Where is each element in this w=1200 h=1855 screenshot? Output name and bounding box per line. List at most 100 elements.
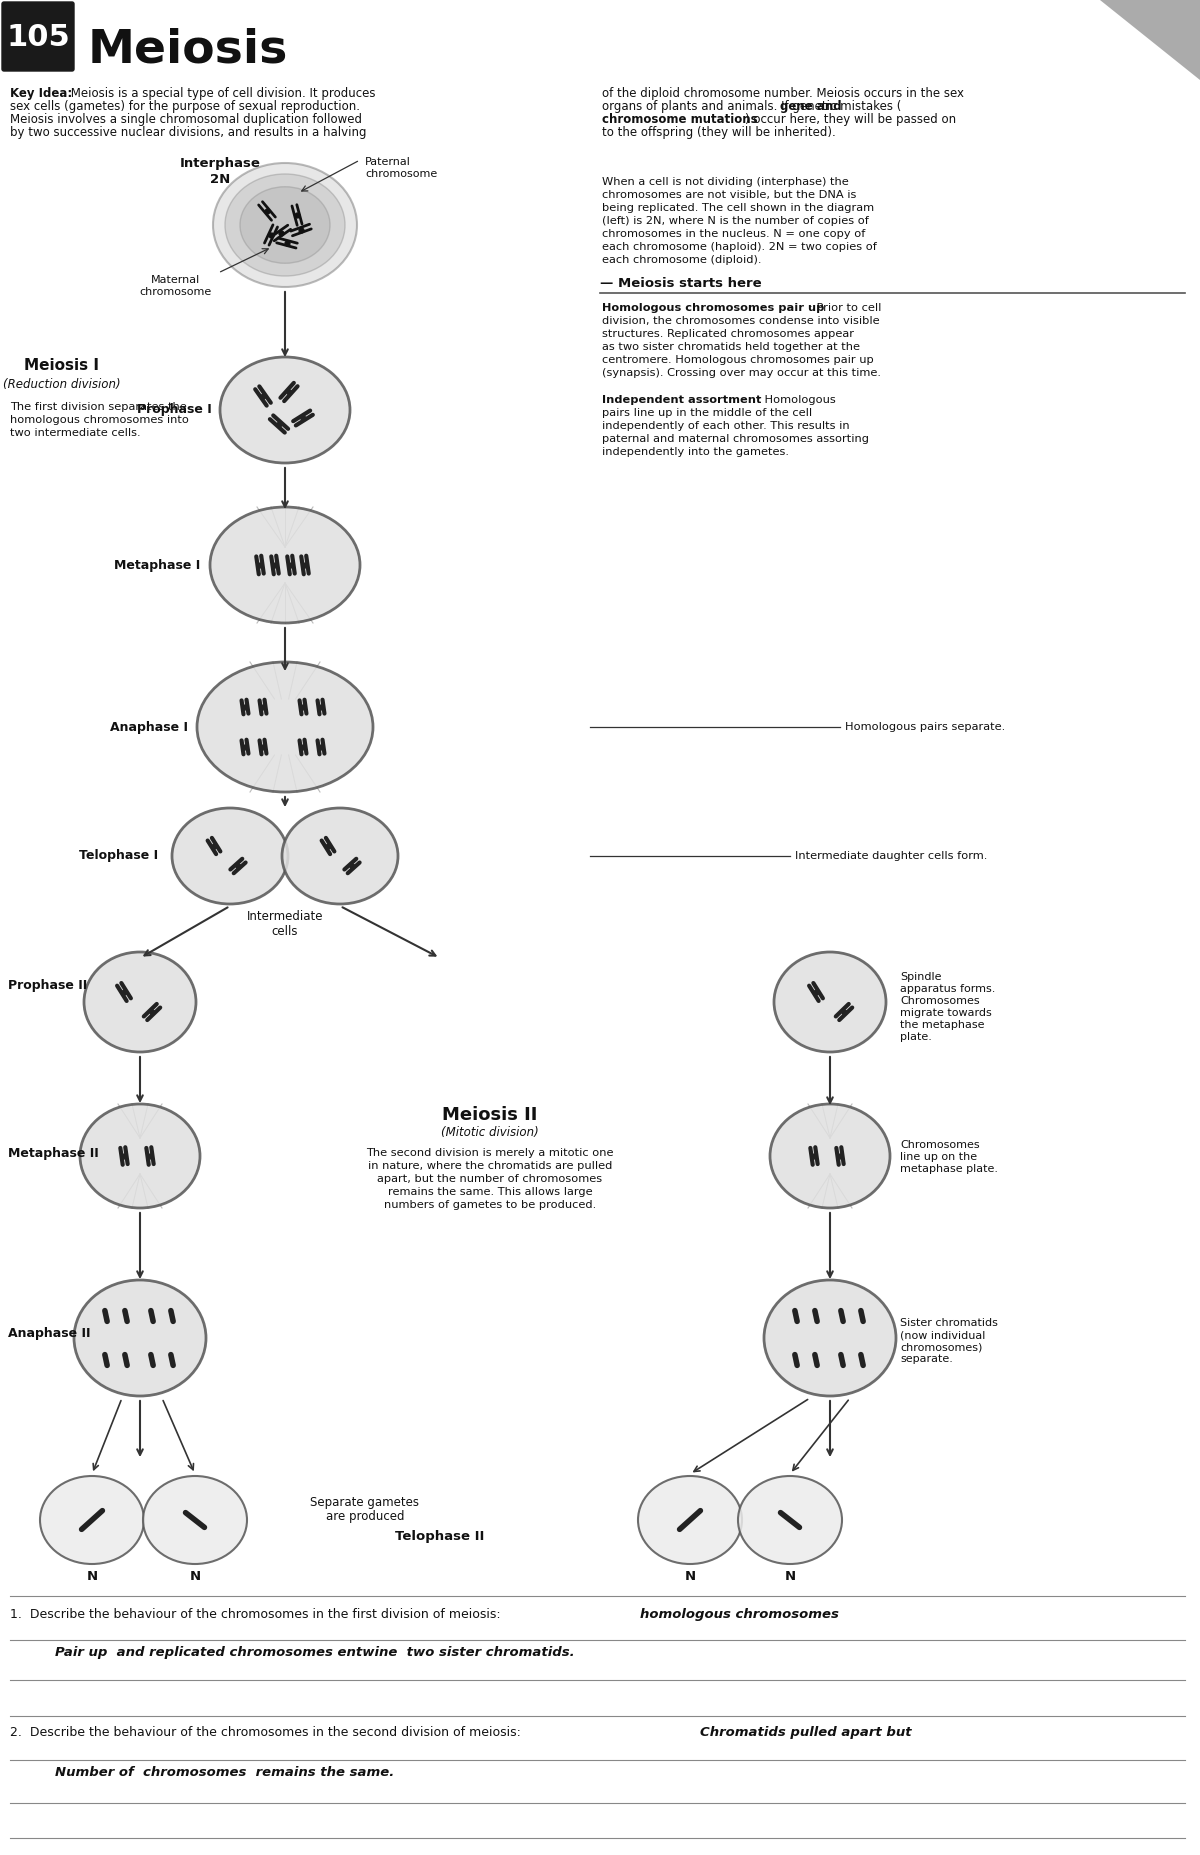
Text: Meiosis: Meiosis	[88, 28, 288, 72]
Text: Metaphase II: Metaphase II	[8, 1146, 98, 1159]
Text: to the offspring (they will be inherited).: to the offspring (they will be inherited…	[602, 126, 835, 139]
Ellipse shape	[764, 1280, 896, 1397]
Text: metaphase plate.: metaphase plate.	[900, 1163, 998, 1174]
Text: migrate towards: migrate towards	[900, 1007, 991, 1018]
Text: homologous chromosomes into: homologous chromosomes into	[10, 416, 188, 425]
Text: When a cell is not dividing (interphase) the: When a cell is not dividing (interphase)…	[602, 176, 848, 187]
Text: Meiosis II: Meiosis II	[443, 1106, 538, 1124]
Text: Chromosomes: Chromosomes	[900, 996, 979, 1005]
Text: line up on the: line up on the	[900, 1152, 977, 1161]
Text: chromosomes are not visible, but the DNA is: chromosomes are not visible, but the DNA…	[602, 189, 857, 200]
Text: Pair up  and replicated chromosomes entwine  two sister chromatids.: Pair up and replicated chromosomes entwi…	[55, 1645, 575, 1658]
Text: Spindle: Spindle	[900, 972, 942, 981]
Text: (Reduction division): (Reduction division)	[4, 378, 121, 391]
Text: structures. Replicated chromosomes appear: structures. Replicated chromosomes appea…	[602, 328, 854, 339]
Text: paternal and maternal chromosomes assorting: paternal and maternal chromosomes assort…	[602, 434, 869, 443]
Ellipse shape	[220, 356, 350, 464]
Text: Independent assortment: Independent assortment	[602, 395, 761, 404]
Text: organs of plants and animals. If genetic mistakes (: organs of plants and animals. If genetic…	[602, 100, 901, 113]
Text: chromosomes): chromosomes)	[900, 1341, 983, 1352]
Text: sex cells (gametes) for the purpose of sexual reproduction.: sex cells (gametes) for the purpose of s…	[10, 100, 360, 113]
Text: The second division is merely a mitotic one: The second division is merely a mitotic …	[366, 1148, 613, 1158]
Text: : Prior to cell: : Prior to cell	[809, 302, 881, 313]
Text: N: N	[785, 1569, 796, 1582]
Text: (synapsis). Crossing over may occur at this time.: (synapsis). Crossing over may occur at t…	[602, 367, 881, 378]
Text: — Meiosis starts here: — Meiosis starts here	[600, 276, 762, 289]
Ellipse shape	[774, 952, 886, 1052]
Ellipse shape	[210, 506, 360, 623]
Text: each chromosome (diploid).: each chromosome (diploid).	[602, 254, 762, 265]
Text: by two successive nuclear divisions, and results in a halving: by two successive nuclear divisions, and…	[10, 126, 366, 139]
Text: The first division separates the: The first division separates the	[10, 403, 187, 412]
Text: the metaphase: the metaphase	[900, 1020, 984, 1030]
Text: 2.  Describe the behaviour of the chromosomes in the second division of meiosis:: 2. Describe the behaviour of the chromos…	[10, 1725, 521, 1738]
Text: : Homologous: : Homologous	[757, 395, 835, 404]
Text: (left) is 2N, where N is the number of copies of: (left) is 2N, where N is the number of c…	[602, 215, 869, 226]
Text: Interphase: Interphase	[180, 158, 260, 171]
Text: N: N	[86, 1569, 97, 1582]
Text: Paternal
chromosome: Paternal chromosome	[365, 158, 437, 178]
Ellipse shape	[282, 809, 398, 903]
Text: remains the same. This allows large: remains the same. This allows large	[388, 1187, 593, 1196]
Text: two intermediate cells.: two intermediate cells.	[10, 429, 140, 438]
Text: each chromosome (haploid). 2N = two copies of: each chromosome (haploid). 2N = two copi…	[602, 241, 877, 252]
Text: 2N: 2N	[210, 173, 230, 186]
Text: Number of  chromosomes  remains the same.: Number of chromosomes remains the same.	[55, 1766, 395, 1779]
Text: Metaphase I: Metaphase I	[114, 558, 200, 571]
Ellipse shape	[74, 1280, 206, 1397]
Ellipse shape	[197, 662, 373, 792]
Text: apart, but the number of chromosomes: apart, but the number of chromosomes	[378, 1174, 602, 1183]
Ellipse shape	[143, 1477, 247, 1564]
Text: Chromatids pulled apart but: Chromatids pulled apart but	[700, 1725, 912, 1738]
Ellipse shape	[738, 1477, 842, 1564]
Text: Maternal
chromosome: Maternal chromosome	[139, 275, 211, 297]
Text: centromere. Homologous chromosomes pair up: centromere. Homologous chromosomes pair …	[602, 354, 874, 365]
Text: Telophase II: Telophase II	[395, 1530, 485, 1543]
Text: Telophase I: Telophase I	[79, 850, 158, 863]
Text: are produced: are produced	[325, 1510, 404, 1523]
Text: Sister chromatids: Sister chromatids	[900, 1319, 998, 1328]
Polygon shape	[1100, 0, 1200, 80]
Text: being replicated. The cell shown in the diagram: being replicated. The cell shown in the …	[602, 202, 874, 213]
Text: plate.: plate.	[900, 1031, 932, 1043]
Text: numbers of gametes to be produced.: numbers of gametes to be produced.	[384, 1200, 596, 1209]
Text: N: N	[684, 1569, 696, 1582]
Text: Intermediate
cells: Intermediate cells	[247, 911, 323, 939]
Ellipse shape	[214, 163, 358, 288]
Text: 1.  Describe the behaviour of the chromosomes in the first division of meiosis:: 1. Describe the behaviour of the chromos…	[10, 1608, 500, 1621]
Ellipse shape	[84, 952, 196, 1052]
Text: apparatus forms.: apparatus forms.	[900, 983, 995, 994]
Text: N: N	[190, 1569, 200, 1582]
Text: Anaphase II: Anaphase II	[8, 1328, 90, 1341]
Text: Prophase II: Prophase II	[8, 978, 88, 992]
Text: ) occur here, they will be passed on: ) occur here, they will be passed on	[745, 113, 956, 126]
Text: of the diploid chromosome number. Meiosis occurs in the sex: of the diploid chromosome number. Meiosi…	[602, 87, 964, 100]
Text: Separate gametes: Separate gametes	[311, 1495, 420, 1508]
Text: gene and: gene and	[780, 100, 841, 113]
Ellipse shape	[240, 187, 330, 263]
Text: as two sister chromatids held together at the: as two sister chromatids held together a…	[602, 341, 860, 352]
Text: Meiosis involves a single chromosomal duplication followed: Meiosis involves a single chromosomal du…	[10, 113, 362, 126]
Ellipse shape	[638, 1477, 742, 1564]
Text: Meiosis I: Meiosis I	[24, 358, 100, 373]
Text: Chromosomes: Chromosomes	[900, 1141, 979, 1150]
Text: chromosome mutations: chromosome mutations	[602, 113, 757, 126]
Text: : Meiosis is a special type of cell division. It produces: : Meiosis is a special type of cell divi…	[64, 87, 376, 100]
Text: 105: 105	[6, 24, 70, 52]
Ellipse shape	[770, 1104, 890, 1208]
Text: homologous chromosomes: homologous chromosomes	[640, 1608, 839, 1621]
Text: Homologous pairs separate.: Homologous pairs separate.	[845, 722, 1006, 733]
Text: Homologous chromosomes pair up: Homologous chromosomes pair up	[602, 302, 824, 313]
FancyBboxPatch shape	[2, 2, 74, 70]
Ellipse shape	[80, 1104, 200, 1208]
Text: independently into the gametes.: independently into the gametes.	[602, 447, 790, 456]
Ellipse shape	[226, 174, 346, 276]
Text: Key Idea:: Key Idea:	[10, 87, 72, 100]
Text: independently of each other. This results in: independently of each other. This result…	[602, 421, 850, 430]
Ellipse shape	[172, 809, 288, 903]
Text: separate.: separate.	[900, 1354, 953, 1363]
Text: Intermediate daughter cells form.: Intermediate daughter cells form.	[796, 851, 988, 861]
Text: division, the chromosomes condense into visible: division, the chromosomes condense into …	[602, 315, 880, 326]
Text: (Mitotic division): (Mitotic division)	[442, 1126, 539, 1139]
Text: (now individual: (now individual	[900, 1330, 985, 1339]
